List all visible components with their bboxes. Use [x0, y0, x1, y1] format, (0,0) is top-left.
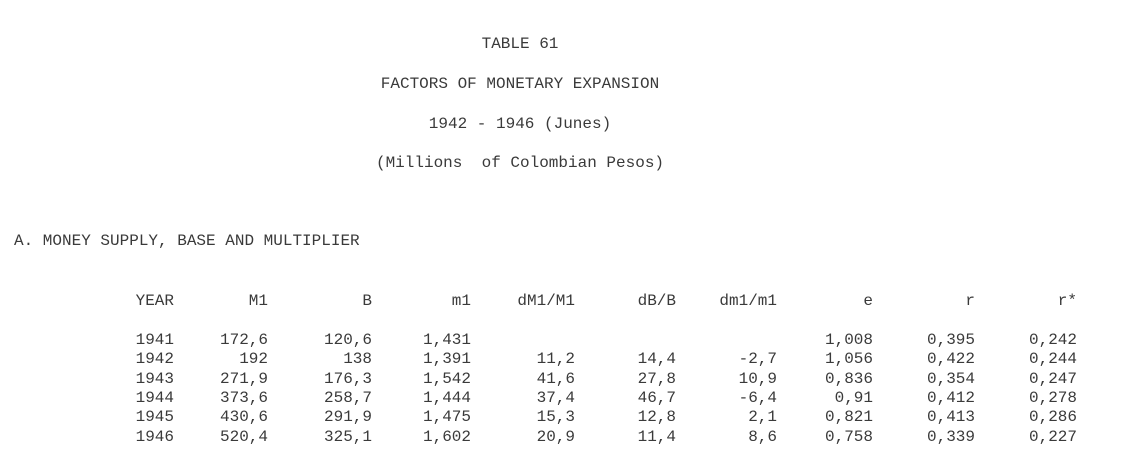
table-row: 1943 271,9 176,3 1,542 41,6 27,8 10,9 0,836 0,35… [0, 370, 1077, 389]
table-cell: 46,7 [637, 388, 676, 407]
table-cell: 37,4 [536, 388, 575, 407]
table-cell [471, 331, 575, 350]
table-cell: 0,422 [926, 350, 975, 369]
table-cell: 0,227 [1028, 427, 1077, 446]
table-cell: 1944 [135, 388, 174, 407]
table-cell: 20,9 [536, 427, 575, 446]
column-header: B [362, 292, 372, 310]
table-cell: 520,4 [219, 427, 268, 446]
table-row: 1946 520,4 325,1 1,602 20,9 11,4 8,6 0,758 0,339… [0, 428, 1077, 447]
table-cell: 138 [343, 350, 372, 369]
table-cell: 0,247 [1028, 369, 1077, 388]
table-cell: -6,4 [738, 388, 777, 407]
table-cell: 1,542 [422, 369, 471, 388]
table-cell: 0,412 [926, 388, 975, 407]
section-a-heading: A. MONEY SUPPLY, BASE AND MULTIPLIER [14, 232, 360, 250]
table-cell: 0,836 [824, 369, 873, 388]
table-cell: 0,821 [824, 408, 873, 427]
table-cell: 0,395 [926, 330, 975, 349]
table-cell: 1,431 [422, 330, 471, 349]
table-period: 1942 - 1946 (Junes) [428, 115, 612, 133]
table-cell: 0,242 [1028, 330, 1077, 349]
table-cell: 172,6 [219, 330, 268, 349]
table-cell: 1941 [135, 330, 174, 349]
table-cell: 291,9 [323, 408, 372, 427]
table-cell: 14,4 [637, 350, 676, 369]
column-header: dm1/m1 [719, 292, 777, 310]
table-cell: 12,8 [637, 408, 676, 427]
table-cell: 1,444 [422, 388, 471, 407]
table-cell: -2,7 [738, 350, 777, 369]
table-cell: 120,6 [323, 330, 372, 349]
table-row: 1942 192 138 1,391 11,2 14,4 -2,7 1,056 0,422 0,2… [0, 350, 1077, 369]
column-header: dB/B [637, 292, 676, 310]
table-number: TABLE 61 [481, 35, 559, 53]
column-header: YEAR [135, 292, 174, 310]
table-cell: 1,475 [422, 408, 471, 427]
table-cell: 0,244 [1028, 350, 1077, 369]
table-cell: 0,339 [926, 427, 975, 446]
column-header: r [965, 292, 975, 310]
table-units: (Millions of Colombian Pesos) [375, 154, 665, 172]
table-cell [575, 331, 676, 350]
table-cell: 1943 [135, 369, 174, 388]
column-header: r* [1057, 292, 1077, 310]
table-cell: 1,602 [422, 427, 471, 446]
table-cell: 192 [239, 350, 268, 369]
table-row: 1941 172,6 120,6 1,431 1,008 0,395 0,242 [0, 331, 1077, 350]
table-cell: 373,6 [219, 388, 268, 407]
table-cell: 15,3 [536, 408, 575, 427]
table-cell: 2,1 [748, 408, 777, 427]
table-cell: 11,4 [637, 427, 676, 446]
column-header: e [863, 292, 873, 310]
table-cell: 1945 [135, 408, 174, 427]
table-cell: 271,9 [219, 369, 268, 388]
table-cell: 1,056 [824, 350, 873, 369]
table-cell: 0,91 [834, 388, 873, 407]
table-cell: 27,8 [637, 369, 676, 388]
table-cell: 10,9 [738, 369, 777, 388]
table-cell: 0,278 [1028, 388, 1077, 407]
table-cell [676, 331, 777, 350]
table-cell: 41,6 [536, 369, 575, 388]
column-header: dM1/M1 [517, 292, 575, 310]
table-cell: 0,758 [824, 427, 873, 446]
table-cell: 1,008 [824, 330, 873, 349]
table-cell: 430,6 [219, 408, 268, 427]
table-cell: 258,7 [323, 388, 372, 407]
table-cell: 325,1 [323, 427, 372, 446]
table-cell: 8,6 [748, 427, 777, 446]
table-spacer [0, 311, 1077, 330]
column-header: m1 [451, 292, 471, 310]
table-cell: 1942 [135, 350, 174, 369]
table-cell: 0,286 [1028, 408, 1077, 427]
table-cell: 0,413 [926, 408, 975, 427]
table-cell: 1946 [135, 427, 174, 446]
table-cell: 1,391 [422, 350, 471, 369]
table-row: 1944 373,6 258,7 1,444 37,4 46,7 -6,4 0,91 0,412… [0, 389, 1077, 408]
column-header: M1 [248, 292, 268, 310]
table-row: 1945 430,6 291,9 1,475 15,3 12,8 2,1 0,821 0,413… [0, 408, 1077, 427]
table-title: FACTORS OF MONETARY EXPANSION [380, 75, 660, 93]
table-cell: 176,3 [323, 369, 372, 388]
table-cell: 0,354 [926, 369, 975, 388]
table-cell: 11,2 [536, 350, 575, 369]
